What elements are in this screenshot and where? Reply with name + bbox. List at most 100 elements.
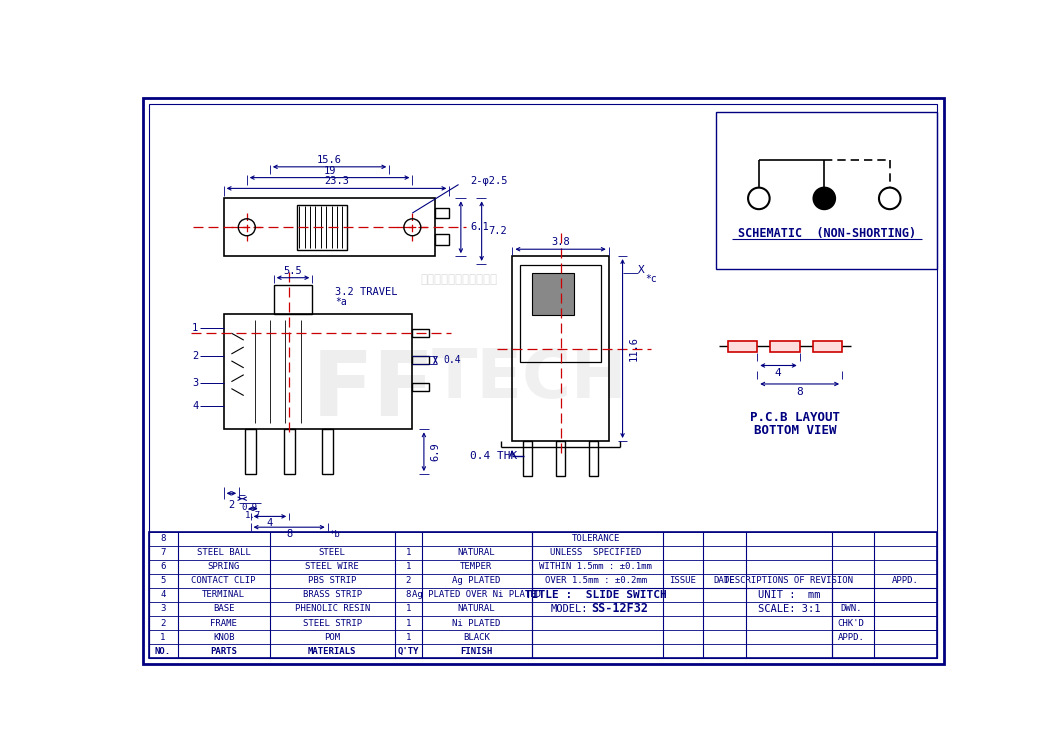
Text: TERMINAL: TERMINAL — [202, 590, 245, 599]
Text: MATERIALS: MATERIALS — [308, 646, 356, 655]
Circle shape — [240, 220, 253, 234]
Text: 7.2: 7.2 — [488, 226, 507, 236]
Bar — [224, 199, 436, 256]
Text: Ag PLATED: Ag PLATED — [452, 576, 500, 585]
Text: DESCRIPTIONS OF REVISION: DESCRIPTIONS OF REVISION — [724, 576, 853, 585]
Bar — [436, 208, 449, 218]
Text: DATE: DATE — [713, 576, 735, 585]
Text: STEEL WIRE: STEEL WIRE — [305, 562, 359, 572]
Text: ISSUE: ISSUE — [669, 576, 696, 585]
Text: 1: 1 — [406, 548, 411, 557]
Text: *c: *c — [646, 274, 657, 284]
Text: SPRING: SPRING — [208, 562, 240, 572]
Text: STEEL BALL: STEEL BALL — [197, 548, 250, 557]
Text: Ni PLATED: Ni PLATED — [452, 618, 500, 627]
Text: SCALE: 3:1: SCALE: 3:1 — [758, 604, 820, 614]
Text: Ag PLATED OVER Ni PLATED: Ag PLATED OVER Ni PLATED — [411, 590, 541, 599]
Text: 2: 2 — [406, 576, 411, 585]
Text: FF: FF — [313, 347, 436, 435]
Text: 0.4: 0.4 — [443, 355, 461, 365]
Text: 2: 2 — [160, 618, 165, 627]
Text: 8: 8 — [286, 529, 293, 539]
Circle shape — [813, 188, 835, 209]
Text: BRASS STRIP: BRASS STRIP — [303, 590, 361, 599]
Text: 2-φ2.5: 2-φ2.5 — [470, 177, 508, 186]
Bar — [322, 430, 333, 474]
Bar — [412, 384, 429, 391]
Text: 4: 4 — [192, 402, 198, 411]
Text: 15.6: 15.6 — [317, 155, 342, 165]
Text: SS-12F32: SS-12F32 — [591, 602, 649, 615]
Text: NATURAL: NATURAL — [458, 605, 495, 614]
Text: X: X — [638, 265, 644, 275]
Text: 0.9: 0.9 — [242, 504, 258, 513]
Text: TOLERANCE: TOLERANCE — [571, 535, 620, 544]
Circle shape — [405, 220, 420, 234]
Bar — [412, 356, 429, 364]
Text: 7: 7 — [160, 548, 165, 557]
Text: 4: 4 — [267, 519, 273, 528]
Circle shape — [748, 188, 770, 209]
Text: CONTACT CLIP: CONTACT CLIP — [192, 576, 255, 585]
Text: SCHEMATIC  (NON-SHORTING): SCHEMATIC (NON-SHORTING) — [738, 226, 916, 239]
Text: TECH: TECH — [431, 347, 628, 412]
Text: MODEL:: MODEL: — [551, 604, 588, 614]
Text: 3.2 TRAVEL: 3.2 TRAVEL — [335, 288, 398, 297]
Text: 8: 8 — [406, 590, 411, 599]
Bar — [512, 256, 608, 441]
Text: TITLE :  SLIDE SWITCH: TITLE : SLIDE SWITCH — [525, 590, 667, 600]
Text: 3: 3 — [192, 378, 198, 388]
Text: Q'TY: Q'TY — [398, 646, 420, 655]
Text: WITHIN 1.5mm : ±0.1mm: WITHIN 1.5mm : ±0.1mm — [540, 562, 652, 572]
Bar — [555, 441, 565, 476]
Text: 23.3: 23.3 — [324, 177, 349, 186]
Text: 4: 4 — [775, 368, 781, 378]
Text: 3.8: 3.8 — [551, 237, 570, 248]
Text: P.C.B LAYOUT: P.C.B LAYOUT — [750, 411, 840, 424]
Text: UNIT :  mm: UNIT : mm — [758, 590, 820, 600]
Text: 2: 2 — [192, 351, 198, 361]
Bar — [224, 314, 412, 430]
Text: BLACK: BLACK — [463, 633, 490, 642]
Text: 6.9: 6.9 — [430, 442, 441, 461]
Text: NO.: NO. — [155, 646, 171, 655]
Text: FRAME: FRAME — [210, 618, 237, 627]
Text: CHK'D: CHK'D — [837, 618, 865, 627]
Text: 1: 1 — [406, 618, 411, 627]
Text: PBS STRIP: PBS STRIP — [308, 576, 356, 585]
Bar — [245, 430, 257, 474]
Text: 19: 19 — [323, 165, 336, 176]
Bar — [520, 266, 601, 362]
Text: 6.1: 6.1 — [470, 222, 489, 233]
Text: UNLESS  SPECIFIED: UNLESS SPECIFIED — [550, 548, 641, 557]
Text: TEMPER: TEMPER — [460, 562, 493, 572]
Text: 11.6: 11.6 — [629, 336, 639, 361]
Text: KNOB: KNOB — [213, 633, 234, 642]
Bar — [532, 273, 575, 316]
Text: 1: 1 — [406, 605, 411, 614]
Text: 0.4 THK: 0.4 THK — [470, 451, 517, 461]
Text: 5.5: 5.5 — [284, 266, 302, 276]
Text: 6: 6 — [160, 562, 165, 572]
Bar — [284, 430, 295, 474]
Text: 2: 2 — [228, 500, 234, 510]
Bar — [436, 234, 449, 245]
Bar — [273, 285, 313, 314]
Bar — [588, 441, 598, 476]
Text: 8: 8 — [796, 387, 803, 396]
Text: 1: 1 — [406, 633, 411, 642]
Text: OVER 1.5mm : ±0.2mm: OVER 1.5mm : ±0.2mm — [545, 576, 647, 585]
Text: STEEL: STEEL — [319, 548, 346, 557]
Text: 8: 8 — [160, 535, 165, 544]
Text: APPD.: APPD. — [837, 633, 865, 642]
Text: NATURAL: NATURAL — [458, 548, 495, 557]
Text: PARTS: PARTS — [210, 646, 237, 655]
Text: 4: 4 — [160, 590, 165, 599]
Text: APPD.: APPD. — [891, 576, 919, 585]
Bar — [149, 532, 937, 658]
Bar — [297, 205, 347, 250]
Text: FINISH: FINISH — [460, 646, 493, 655]
Bar — [412, 329, 429, 337]
Text: 1.7: 1.7 — [245, 511, 261, 520]
Text: 3: 3 — [160, 605, 165, 614]
